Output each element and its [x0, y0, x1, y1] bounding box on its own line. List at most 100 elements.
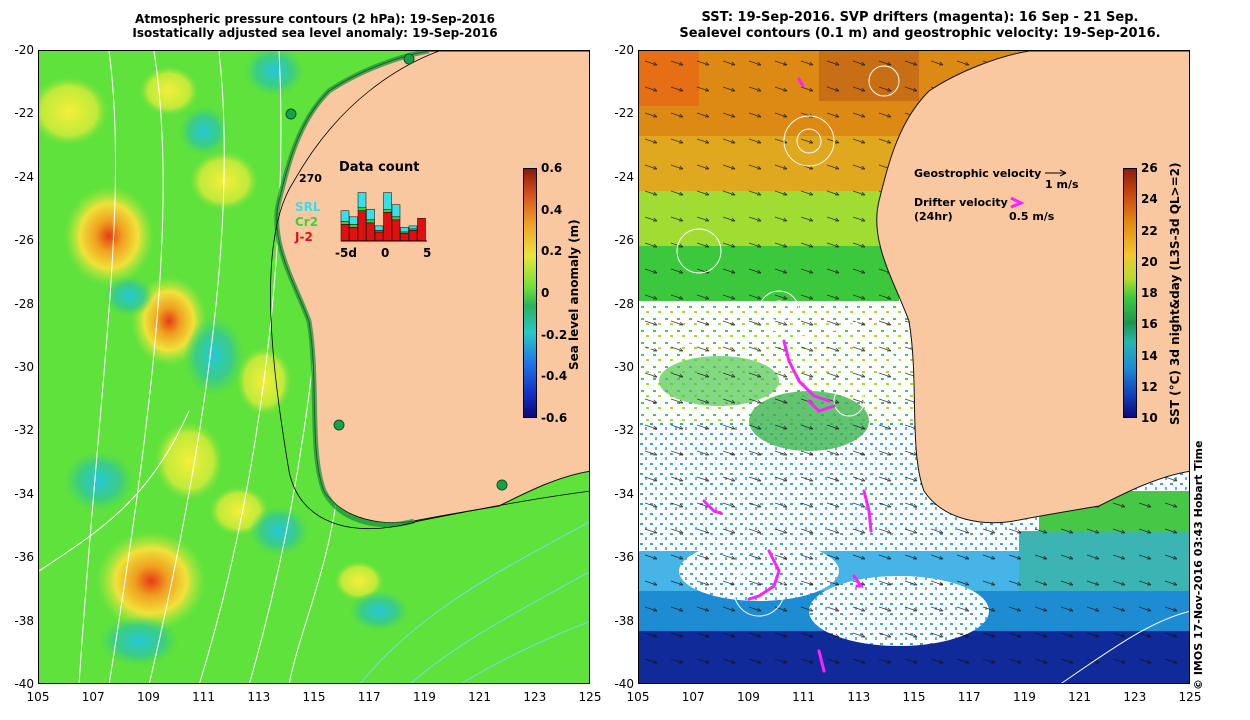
lon-tick-left: 107 — [81, 690, 105, 704]
lon-tick-left: 119 — [412, 690, 436, 704]
velocity-legend: Geostrophic velocity 1 m/s Drifter veloc… — [914, 167, 1079, 223]
sea-level-anomaly-map[interactable]: Data count 270 SRL Cr2 J-2 -5d 0 5 — [38, 50, 590, 684]
imos-credit: © IMOS 17-Nov-2016 03:43 Hobart Time — [1192, 440, 1205, 690]
lat-tick-right: -30 — [614, 360, 634, 374]
histogram-bar-cr2 — [383, 208, 392, 213]
lat-tick-left: -32 — [14, 423, 34, 438]
lat-tick-right: -24 — [614, 169, 634, 184]
histogram-bar-cr2 — [340, 221, 350, 225]
histogram-bar-j2 — [391, 219, 401, 242]
lon-tick-right: 115 — [902, 690, 926, 704]
sst-map[interactable]: Geostrophic velocity 1 m/s Drifter veloc… — [638, 50, 1190, 684]
sst-colorbar-tick: 14 — [1141, 348, 1158, 363]
lat-tick-left: -36 — [14, 550, 34, 565]
sla-colorbar — [523, 168, 537, 418]
lon-tick-left: 115 — [302, 690, 326, 704]
sst-colorbar — [1123, 168, 1137, 418]
histogram-bar-srl — [400, 227, 409, 233]
australia-landmass-sst — [876, 51, 1189, 524]
right-title-line2: Sealevel contours (0.1 m) and geostrophi… — [679, 26, 1161, 41]
lon-tick-left: 111 — [192, 690, 216, 704]
histogram-bar-j2 — [374, 231, 384, 242]
right-title-line1: SST: 19-Sep-2016. SVP drifters (magenta)… — [701, 10, 1139, 25]
sst-colorbar-tick: 10 — [1141, 411, 1158, 425]
lat-tick-left: -26 — [14, 233, 34, 248]
sla-colorbar-tick: -0.2 — [541, 327, 568, 342]
sst-colorbar-tick: 16 — [1141, 317, 1158, 332]
drifter-scale: 0.5 m/s — [1009, 210, 1055, 223]
data-count-inset: Data count 270 SRL Cr2 J-2 -5d 0 5 — [294, 160, 431, 260]
histogram-bar-j2 — [366, 222, 375, 242]
lat-tick-left: -28 — [14, 296, 34, 311]
legend-j2: J-2 — [294, 230, 313, 244]
lon-tick-left: 123 — [523, 690, 547, 704]
histogram-bar-srl — [357, 192, 367, 208]
coastal-band — [274, 51, 430, 528]
anomaly-features — [39, 51, 409, 666]
histogram-bar-srl — [408, 225, 418, 230]
left-title-line2: Isostatically adjusted sea level anomaly… — [132, 26, 498, 40]
histogram-bar-srl — [340, 210, 350, 222]
tide-gauge-stations — [285, 53, 508, 491]
lon-tick-right: 123 — [1123, 690, 1147, 704]
lon-tick-left: 125 — [578, 690, 602, 704]
lon-tick-right: 113 — [847, 690, 871, 704]
histogram-bar-cr2 — [357, 207, 367, 212]
lat-tick-right: -34 — [614, 486, 634, 501]
lat-tick-right: -38 — [614, 613, 634, 628]
sla-colorbar-tick: 0.2 — [541, 244, 563, 259]
lat-tick-right: -36 — [614, 550, 634, 565]
histogram-bar-j2 — [340, 224, 350, 242]
histogram-bar-j2 — [417, 218, 426, 242]
sealevel-contours — [639, 65, 1189, 683]
histogram-bar-j2 — [357, 210, 367, 242]
sla-colorbar-tick: 0.4 — [541, 202, 563, 217]
lon-tick-right: 109 — [736, 690, 760, 704]
geostrophic-legend-label: Geostrophic velocity — [914, 167, 1041, 180]
lon-tick-right: 121 — [1068, 690, 1092, 704]
drifter-legend-sub: (24hr) — [914, 210, 953, 223]
sla-colorbar-tick: -0.6 — [541, 411, 568, 425]
lat-tick-right: -22 — [614, 106, 634, 121]
histogram-bar-j2 — [349, 227, 358, 242]
lat-tick-right: -26 — [614, 233, 634, 248]
sla-colorbar-tick: 0 — [541, 286, 550, 300]
histogram-bar-cr2 — [349, 224, 358, 228]
inset-xtick-2: 0 — [381, 246, 389, 260]
lat-tick-right: -32 — [614, 423, 634, 438]
geostrophic-scale: 1 m/s — [1045, 178, 1079, 191]
legend-cr2: Cr2 — [295, 215, 318, 229]
inset-xtick-1: -5d — [335, 246, 357, 260]
lon-tick-right: 111 — [792, 690, 816, 704]
sst-colorbar-tick: 26 — [1141, 161, 1158, 175]
drifter-legend-arrow — [1010, 196, 1025, 209]
lon-tick-left: 121 — [468, 690, 492, 704]
lat-tick-right: -20 — [614, 43, 634, 57]
svp-drifter-tracks — [702, 77, 873, 673]
sla-colorbar-label: Sea level anomaly (m) — [567, 219, 581, 370]
lon-tick-left: 109 — [136, 690, 160, 704]
lat-tick-left: -40 — [14, 677, 34, 691]
sst-colorbar-tick: 24 — [1141, 192, 1158, 207]
lat-tick-left: -34 — [14, 486, 34, 501]
lon-tick-left: 105 — [26, 690, 50, 704]
sla-colorbar-tick: 0.6 — [541, 161, 563, 175]
sst-colorbar-tick: 18 — [1141, 286, 1158, 300]
histogram-bar-srl — [391, 204, 401, 218]
histogram-bar-j2 — [408, 230, 418, 242]
drifter-legend-label: Drifter velocity — [914, 196, 1008, 209]
histogram-bar-srl — [349, 216, 358, 225]
histogram-bar-j2 — [400, 233, 409, 242]
shelf-contour — [270, 51, 589, 529]
legend-srl: SRL — [295, 200, 321, 214]
histogram-bar-cr2 — [366, 219, 375, 224]
lat-tick-left: -38 — [14, 613, 34, 628]
lat-tick-left: -30 — [14, 360, 34, 374]
histogram-bar-cr2 — [391, 216, 401, 221]
lat-tick-right: -28 — [614, 296, 634, 311]
left-title-line1: Atmospheric pressure contours (2 hPa): 1… — [135, 12, 495, 26]
lon-tick-right: 107 — [681, 690, 705, 704]
lat-tick-right: -40 — [614, 677, 634, 691]
lon-tick-right: 105 — [626, 690, 650, 704]
inset-title: Data count — [339, 160, 419, 175]
